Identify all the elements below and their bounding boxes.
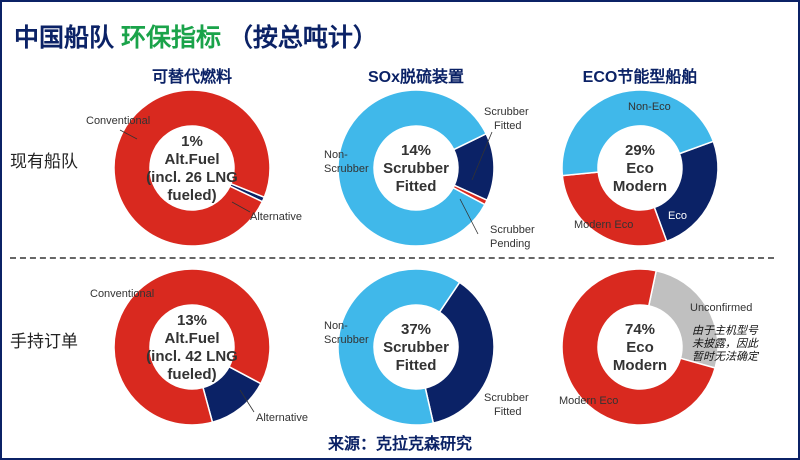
slice-non-eco	[561, 89, 715, 177]
leader-line	[119, 129, 138, 140]
annotation-note: 暂时无法确定	[692, 350, 760, 363]
row-label-existing-fleet: 现有船队	[10, 152, 78, 171]
leader-line	[459, 198, 479, 235]
center-label: fueled)	[167, 187, 216, 204]
title-part3: （按总吨计）	[220, 24, 378, 52]
slice-label: Scrubber	[490, 224, 535, 236]
center-label: Modern	[613, 357, 667, 374]
center-label: (incl. 26 LNG	[146, 169, 238, 186]
center-label: Eco	[626, 339, 654, 356]
slice-label: Non-	[324, 149, 348, 161]
annotation-note: 由于主机型号	[692, 324, 759, 337]
center-label: Scrubber	[383, 160, 449, 177]
center-label: Fitted	[396, 357, 437, 374]
column-title-alt-fuel: 可替代燃料	[151, 69, 233, 86]
slice-label: Unconfirmed	[690, 302, 752, 314]
slice-label: Alternative	[256, 412, 308, 424]
slice-label: Scrubber	[324, 334, 369, 346]
center-label: fueled)	[167, 366, 216, 383]
slice-non-scrubber	[337, 89, 488, 247]
slice-label: Scrubber	[324, 163, 369, 175]
slice-scrubber-fitted	[424, 281, 495, 424]
center-label: 74%	[625, 321, 655, 338]
row-divider	[10, 257, 774, 259]
title-highlight: 环保指标	[120, 24, 221, 52]
center-label: 29%	[625, 142, 655, 159]
annotation-note: 未披露，因此	[692, 337, 759, 350]
center-label: Alt.Fuel	[165, 151, 220, 168]
leader-line	[471, 131, 493, 181]
slice-modern-eco	[561, 171, 668, 247]
page-title: 中国船队 环保指标 （按总吨计）	[14, 18, 378, 54]
slice-modern-eco	[561, 268, 717, 426]
slice-label: Non-	[324, 320, 348, 332]
row-label-orderbook: 手持订单	[10, 332, 78, 351]
leader-line	[239, 389, 255, 413]
slice-conventional	[113, 268, 271, 426]
center-label: Alt.Fuel	[165, 330, 220, 347]
slice-label: Fitted	[494, 120, 522, 132]
column-title-eco: ECO节能型船舶	[582, 69, 698, 86]
slice-label: Conventional	[86, 115, 150, 127]
slice-label: Alternative	[250, 211, 302, 223]
slice-non-scrubber	[337, 268, 461, 426]
center-label: Fitted	[396, 178, 437, 195]
center-label: 37%	[401, 321, 431, 338]
slice-conventional	[113, 89, 271, 247]
slice-label: Modern Eco	[574, 219, 633, 231]
slice-unconfirmed	[647, 269, 719, 369]
leader-line	[231, 201, 251, 213]
center-label: Scrubber	[383, 339, 449, 356]
slice-label: Scrubber	[484, 392, 529, 404]
slice-label: Conventional	[90, 288, 154, 300]
slice-label: Scrubber	[484, 106, 529, 118]
center-label: Modern	[613, 178, 667, 195]
source-note: 来源：克拉克森研究	[327, 436, 473, 453]
title-part1: 中国船队	[14, 24, 121, 52]
center-label: 14%	[401, 142, 431, 159]
center-label: 1%	[181, 133, 203, 150]
center-label: Eco	[626, 160, 654, 177]
column-title-sox: SOx脱硫装置	[367, 69, 465, 86]
slice-label: Pending	[490, 238, 530, 250]
slice-label: Eco	[668, 210, 687, 222]
center-label: 13%	[177, 312, 207, 329]
center-label: (incl. 42 LNG	[146, 348, 238, 365]
slice-label: Fitted	[494, 406, 522, 418]
slice-label: Modern Eco	[559, 395, 618, 407]
slice-label: Non-Eco	[628, 101, 671, 113]
